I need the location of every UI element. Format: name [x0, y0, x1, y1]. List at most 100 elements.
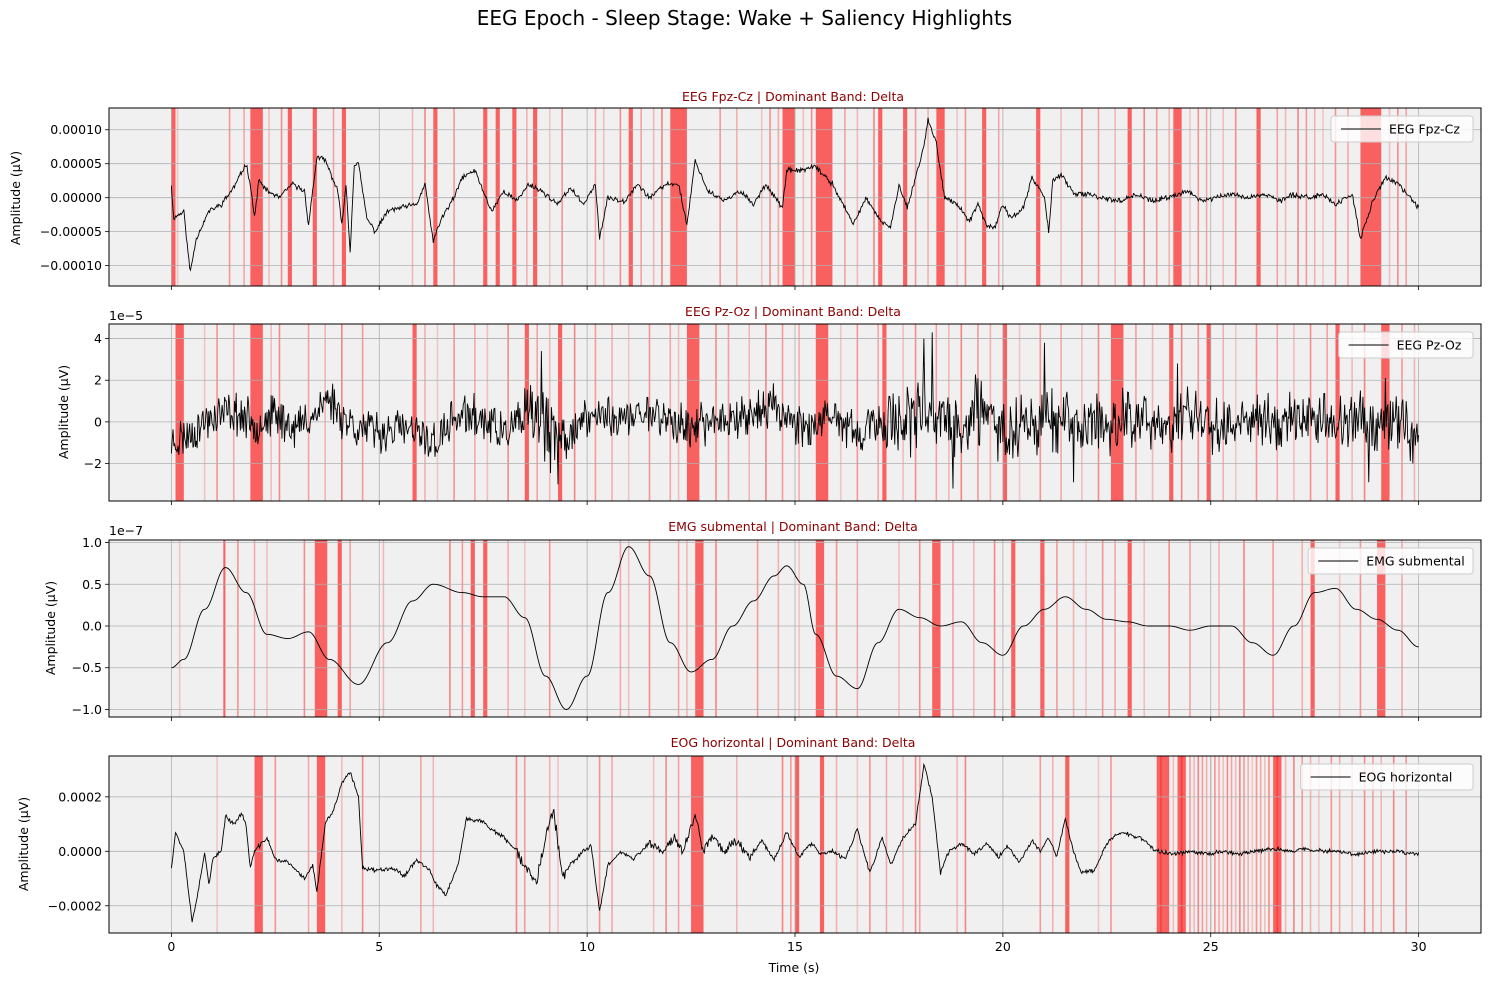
signal-trace	[171, 546, 1419, 710]
x-tick-label: 30	[1411, 939, 1427, 954]
y-tick-label: 0.00000	[50, 190, 102, 205]
saliency-region	[878, 108, 883, 286]
saliency-region	[932, 540, 941, 717]
saliency-region	[1256, 108, 1261, 286]
legend: EEG Pz-Oz	[1338, 331, 1474, 359]
legend: EEG Fpz-Cz	[1330, 115, 1474, 143]
x-tick-label: 20	[995, 939, 1011, 954]
figure-title: EEG Epoch - Sleep Stage: Wake + Saliency…	[477, 6, 1012, 30]
y-tick-label: −0.5	[72, 660, 102, 675]
panel-eog-horizontal: EOG horizontal | Dominant Band: Delta Am…	[16, 735, 1482, 954]
x-tick-label: 15	[787, 939, 803, 954]
saliency-region	[1011, 540, 1016, 717]
panel-eeg-pz-oz: EEG Pz-Oz | Dominant Band: Delta Amplitu…	[56, 304, 1482, 505]
saliency-region	[1310, 540, 1315, 717]
x-tick-label: 0	[167, 939, 175, 954]
x-axis	[170, 501, 1420, 505]
saliency-region	[337, 540, 342, 717]
y-tick-label: −0.00005	[40, 224, 102, 239]
signal-trace	[170, 117, 1420, 272]
saliency-region	[1110, 324, 1124, 501]
saliency-region	[982, 108, 987, 286]
saliency-region	[670, 108, 687, 286]
offset-text: 1e−7	[109, 523, 143, 538]
legend-box	[1300, 763, 1474, 791]
saliency-region	[341, 108, 346, 286]
legend-label: EEG Pz-Oz	[1397, 338, 1462, 353]
x-axis: 0 5 10 15 20 25 30	[167, 933, 1427, 954]
saliency-region	[819, 756, 825, 933]
saliency-region	[470, 540, 475, 717]
saliency-region	[250, 324, 263, 501]
saliency-region	[903, 108, 908, 286]
y-tick-label: −2	[84, 456, 102, 471]
saliency-region	[287, 108, 292, 286]
y-tick-label: 4	[94, 331, 102, 346]
saliency-region	[1360, 108, 1382, 286]
y-tick-label: 0	[94, 414, 102, 429]
y-tick-label: −0.0002	[48, 898, 102, 913]
y-tick-label: 0.00010	[50, 122, 102, 137]
saliency-region	[795, 756, 800, 933]
x-tick-label: 25	[1203, 939, 1219, 954]
saliency-region	[312, 108, 317, 286]
saliency-region	[495, 108, 500, 286]
saliency-region	[558, 324, 563, 501]
y-axis-label: Amplitude (µV)	[16, 797, 31, 891]
legend: EMG submental	[1307, 547, 1474, 575]
panel-title: EMG submental | Dominant Band: Delta	[668, 519, 918, 534]
panel-title: EOG horizontal | Dominant Band: Delta	[671, 735, 916, 750]
y-axis: −0.0002 0.0000 0.0002	[48, 789, 109, 913]
saliency-region	[316, 756, 326, 933]
saliency-region	[433, 108, 438, 286]
x-axis-label: Time (s)	[768, 960, 820, 975]
saliency-region	[815, 324, 829, 501]
y-axis: −0.00010 −0.00005 0.00000 0.00005 0.00010	[40, 122, 109, 273]
legend-box	[1338, 331, 1474, 359]
saliency-region	[412, 324, 417, 501]
saliency-region	[1177, 756, 1186, 933]
saliency-region	[815, 108, 833, 286]
y-axis-label: Amplitude (µV)	[43, 581, 58, 675]
legend-label: EEG Fpz-Cz	[1389, 122, 1460, 137]
y-tick-label: 1.0	[82, 535, 102, 550]
saliency-region	[1377, 540, 1386, 717]
y-axis-label: Amplitude (µV)	[8, 151, 23, 245]
saliency-region	[512, 108, 517, 286]
y-axis: −1.0 −0.5 0.0 0.5 1.0	[72, 535, 109, 717]
offset-text: 1e−5	[109, 308, 143, 323]
saliency-region	[175, 324, 184, 501]
signal-trace	[170, 762, 1420, 923]
panel-emg-submental: EMG submental | Dominant Band: Delta Amp…	[43, 519, 1482, 721]
saliency-region	[628, 108, 633, 286]
saliency-region	[691, 756, 704, 933]
saliency-highlights	[178, 540, 1403, 717]
x-tick-label: 10	[579, 939, 595, 954]
saliency-highlights	[171, 108, 1407, 286]
x-axis	[170, 286, 1420, 290]
saliency-region	[1335, 324, 1340, 501]
saliency-region	[1002, 324, 1008, 501]
saliency-region	[815, 540, 825, 717]
saliency-region	[686, 324, 700, 501]
saliency-region	[1040, 540, 1045, 717]
y-tick-label: 0.00005	[50, 156, 102, 171]
saliency-region	[314, 540, 328, 717]
signal-trace	[170, 332, 1420, 489]
saliency-region	[250, 108, 263, 286]
saliency-region	[1173, 108, 1182, 286]
legend-box	[1307, 547, 1474, 575]
saliency-highlights	[175, 324, 1416, 501]
x-tick-label: 5	[375, 939, 383, 954]
panel-title: EEG Fpz-Cz | Dominant Band: Delta	[682, 89, 904, 104]
saliency-region	[782, 108, 795, 286]
saliency-region	[533, 108, 538, 286]
y-axis: −2 0 2 4	[84, 331, 109, 471]
saliency-region	[483, 540, 488, 717]
y-tick-label: 0.0	[82, 618, 102, 633]
saliency-region	[1169, 324, 1174, 501]
saliency-region	[1065, 756, 1070, 933]
grid	[109, 540, 1481, 717]
y-tick-label: 0.0000	[58, 844, 102, 859]
